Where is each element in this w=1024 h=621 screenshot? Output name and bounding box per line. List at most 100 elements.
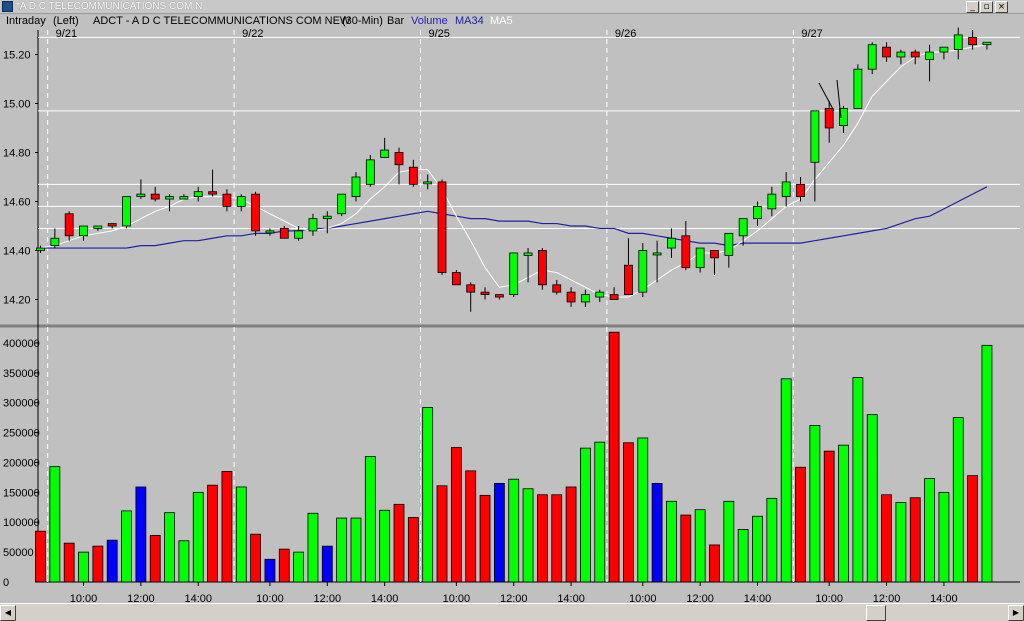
volume-bar <box>178 540 190 583</box>
candle <box>753 201 762 226</box>
candle <box>552 279 562 295</box>
candle-body <box>552 284 562 293</box>
candle-body <box>896 51 906 58</box>
candle-body <box>753 205 762 220</box>
candle-body <box>165 196 174 200</box>
minimize-button[interactable]: _ <box>966 1 979 13</box>
volume-bar <box>852 377 864 583</box>
volume-bar <box>436 485 448 583</box>
candle-body <box>609 294 619 300</box>
candle-body <box>581 294 590 303</box>
volume-bar <box>493 482 505 583</box>
time-tick-label: 14:00 <box>744 593 772 603</box>
candle <box>953 27 963 60</box>
volume-bar <box>752 515 763 583</box>
price-tick-label: 14.20 <box>3 295 31 307</box>
volume-bar <box>838 444 849 583</box>
scroll-left-arrow-icon[interactable]: ◀ <box>0 605 16 621</box>
candle <box>667 228 676 258</box>
candle-body <box>251 193 261 232</box>
candle-body <box>810 110 820 163</box>
candle <box>50 228 60 249</box>
candle <box>652 240 662 283</box>
candle-body <box>781 181 791 197</box>
volume-bar <box>981 344 993 583</box>
candle-body <box>853 68 863 109</box>
candle <box>738 218 748 246</box>
title-bar: *A D C TELECOMMUNICATIONS COM N _ ▫ × <box>0 0 1024 14</box>
candle <box>437 179 447 275</box>
candle-body <box>394 152 404 166</box>
candle <box>394 147 404 185</box>
candle-body <box>839 108 848 126</box>
candle <box>968 30 977 50</box>
volume-bar <box>479 494 491 583</box>
candle <box>279 226 289 239</box>
candle-body <box>64 213 74 237</box>
scroll-thumb[interactable] <box>866 605 886 621</box>
volume-bar <box>450 447 462 583</box>
candle-body <box>667 237 676 249</box>
volume-bar <box>694 509 706 583</box>
candle <box>64 211 74 241</box>
candle <box>179 194 189 200</box>
volume-tick-label: 400000 <box>3 338 40 350</box>
close-button[interactable]: × <box>995 1 1008 13</box>
candle-body <box>437 181 447 273</box>
volume-bar <box>121 510 132 583</box>
volume-bar <box>250 533 262 583</box>
volume-bar <box>666 500 677 583</box>
day-label: 9/27 <box>801 28 822 40</box>
candle <box>365 154 375 187</box>
horizontal-scrollbar[interactable]: ◀ ▶ <box>0 603 1024 621</box>
time-tick-label: 14:00 <box>184 593 212 603</box>
volume-tick-label: 0 <box>3 577 9 589</box>
candle <box>810 110 820 202</box>
volume-bar <box>780 378 792 583</box>
candle-body <box>50 237 60 246</box>
restore-button[interactable]: ▫ <box>980 1 993 13</box>
candle <box>581 289 590 307</box>
candle <box>294 226 304 241</box>
app-icon <box>2 1 13 12</box>
candle-body <box>451 272 461 286</box>
candle-body <box>509 252 519 295</box>
volume-bar <box>221 471 233 583</box>
time-tick-label: 12:00 <box>127 593 155 603</box>
volume-bar <box>192 491 204 583</box>
volume-tick-label: 300000 <box>3 398 40 410</box>
volume-bar <box>135 486 147 583</box>
time-tick-label: 14:00 <box>371 593 399 603</box>
volume-bar <box>106 539 118 583</box>
volume-legend: Volume <box>411 15 448 27</box>
candle <box>609 287 619 300</box>
volume-bar <box>637 437 649 583</box>
candle <box>824 101 834 143</box>
volume-bar <box>407 517 419 583</box>
volume-bar <box>938 491 950 583</box>
candle <box>681 221 691 271</box>
candle <box>337 193 347 217</box>
annotation-line <box>818 82 835 112</box>
candle-body <box>566 291 576 303</box>
day-label: 9/25 <box>429 28 450 40</box>
ma34-line <box>40 186 988 249</box>
candle-body <box>122 196 131 227</box>
annotation-line <box>836 79 842 119</box>
scroll-right-arrow-icon[interactable]: ▶ <box>1008 605 1024 621</box>
volume-tick-label: 250000 <box>3 428 40 440</box>
candle <box>322 211 332 234</box>
candle-body <box>796 183 805 198</box>
volume-bar <box>737 529 749 583</box>
candle-body <box>79 225 88 237</box>
candle <box>193 186 203 202</box>
candle-body <box>466 284 476 293</box>
candle-body <box>494 294 504 298</box>
volume-bar <box>149 534 161 583</box>
candle-body <box>365 159 375 185</box>
candle <box>136 179 146 200</box>
volume-bar <box>63 542 75 583</box>
candle-body <box>638 250 648 293</box>
time-tick-label: 12:00 <box>873 593 901 603</box>
candle <box>595 289 605 302</box>
